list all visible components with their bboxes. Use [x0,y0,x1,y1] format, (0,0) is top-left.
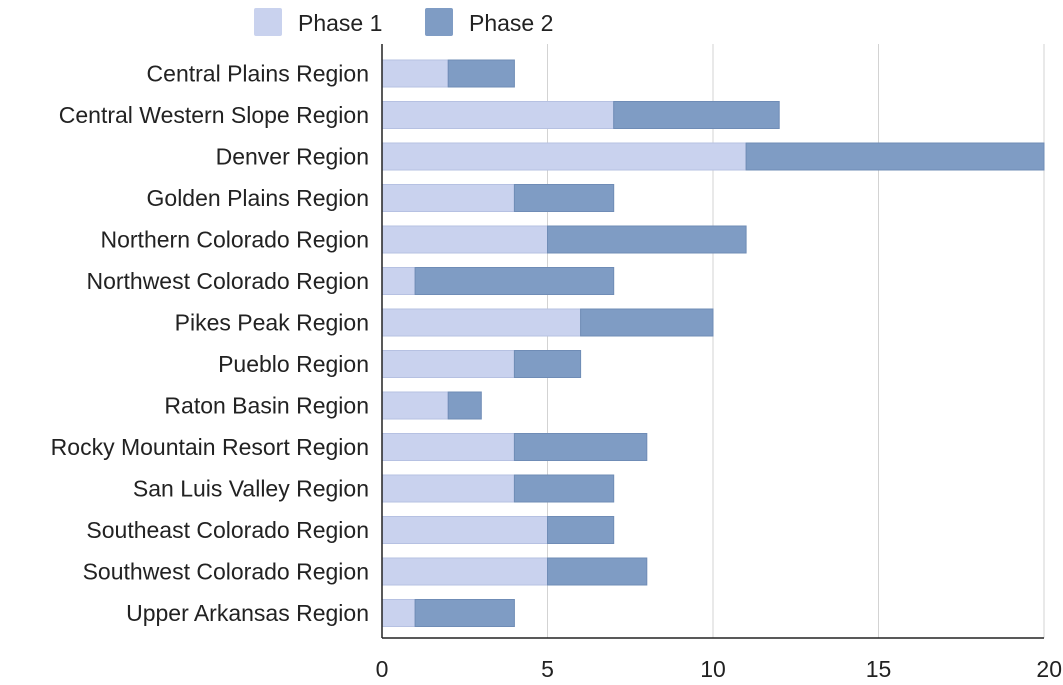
bar-phase2-4 [547,225,747,254]
category-label-1: Central Western Slope Region [59,102,369,128]
bar-phase1-9 [381,433,515,461]
category-label-13: Upper Arkansas Region [126,600,369,626]
x-tick-0: 0 [376,656,389,680]
bar-phase1-11 [381,516,548,544]
x-tick-5: 5 [541,656,554,680]
category-label-3: Golden Plains Region [147,185,369,211]
category-label-5: Northwest Colorado Region [86,268,369,294]
category-label-4: Northern Colorado Region [101,227,370,253]
bar-phase2-7 [513,350,582,378]
legend-swatch-2 [425,8,453,36]
x-tick-20: 20 [1036,656,1062,680]
category-labels: Central Plains Region Central Western Slo… [51,61,369,627]
category-label-0: Central Plains Region [147,61,369,87]
bar-phase2-3 [513,184,615,212]
bar-phase2-10 [513,474,615,503]
bar-phase2-12 [547,557,648,586]
axes [381,44,1044,639]
category-label-10: San Luis Valley Region [133,476,369,502]
legend-label-1: Phase 1 [298,10,382,36]
bar-phase2-5 [414,267,615,295]
bar-phase2-8 [447,391,482,420]
category-label-12: Southwest Colorado Region [83,559,369,585]
bar-phase1-2 [381,142,747,171]
bar-phase1-10 [381,474,515,503]
bar-phase2-11 [547,516,615,544]
x-tick-labels: 0 5 10 15 20 [376,656,1062,682]
category-label-6: Pikes Peak Region [175,310,369,336]
category-label-7: Pueblo Region [218,351,369,377]
bars [381,59,1045,627]
bar-phase1-6 [381,308,582,337]
legend-label-2: Phase 2 [469,10,553,36]
bar-phase1-12 [381,557,548,586]
bar-phase2-1 [613,101,780,129]
category-label-8: Raton Basin Region [164,393,369,419]
bar-phase2-13 [414,599,515,627]
category-label-9: Rocky Mountain Resort Region [51,434,369,460]
bar-phase2-2 [745,142,1045,171]
category-label-11: Southeast Colorado Region [86,517,369,543]
bar-phase2-9 [513,433,648,461]
bar-phase1-3 [381,184,515,212]
bar-phase1-5 [381,267,416,295]
legend-swatch-1 [254,8,282,36]
bar-phase1-7 [381,350,515,378]
category-label-2: Denver Region [216,144,369,170]
bar-phase2-0 [447,59,515,88]
bar-phase2-6 [580,308,714,337]
legend: Phase 1 Phase 2 [254,8,553,36]
gridlines [547,44,1045,638]
x-tick-15: 15 [866,656,892,680]
bar-phase1-13 [381,599,416,627]
bar-phase1-4 [381,225,548,254]
bar-phase1-8 [381,391,449,420]
bar-phase1-0 [381,59,449,88]
x-tick-10: 10 [700,656,726,680]
bar-phase1-1 [381,101,615,129]
